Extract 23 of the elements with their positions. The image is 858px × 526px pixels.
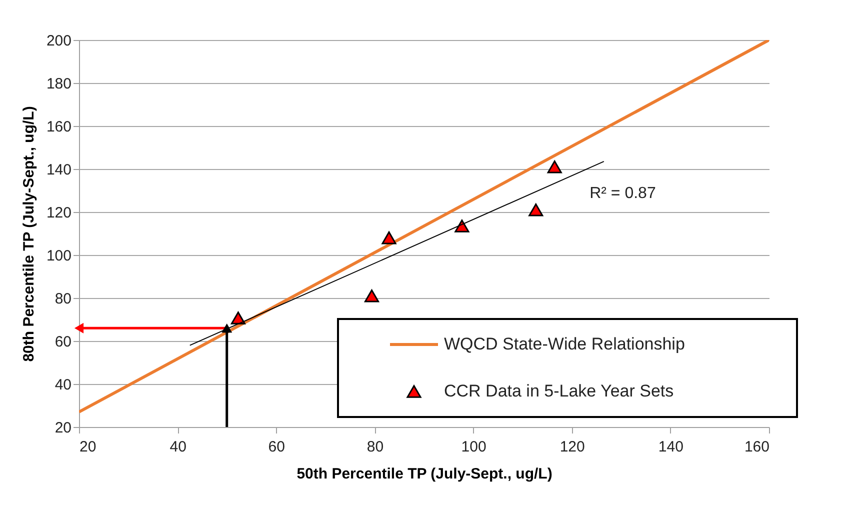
y-tick-label: 80: [54, 290, 72, 308]
x-tick-label: 140: [658, 438, 684, 456]
x-tick-label: 120: [560, 438, 585, 456]
y-tick-label: 180: [46, 76, 72, 92]
x-tick-label: 40: [170, 438, 186, 456]
y-tick-label: 20: [54, 420, 72, 436]
y-tick-label: 160: [46, 118, 72, 136]
x-tick-label: 20: [80, 438, 96, 456]
x-tick-label: 100: [461, 438, 486, 456]
y-tick-label: 60: [54, 334, 72, 350]
x-axis-title: 50th Percentile TP (July-Sept., ug/L): [296, 466, 552, 482]
legend-label: CCR Data in 5-Lake Year Sets: [444, 382, 674, 400]
y-tick-label: 120: [46, 204, 72, 222]
y-axis-title: 80th Percentile TP (July-Sept., ug/L): [20, 106, 38, 362]
y-tick-label: 40: [54, 376, 72, 394]
x-tick-label: 160: [744, 438, 770, 456]
x-tick-label: 80: [366, 438, 384, 456]
y-tick-label: 100: [46, 248, 72, 264]
y-tick-label: 140: [46, 162, 72, 178]
y-tick-label: 200: [46, 32, 72, 50]
x-tick-label: 60: [268, 438, 285, 456]
legend-label: WQCD State-Wide Relationship: [444, 334, 685, 354]
annotation: R² = 0.87: [590, 184, 656, 202]
